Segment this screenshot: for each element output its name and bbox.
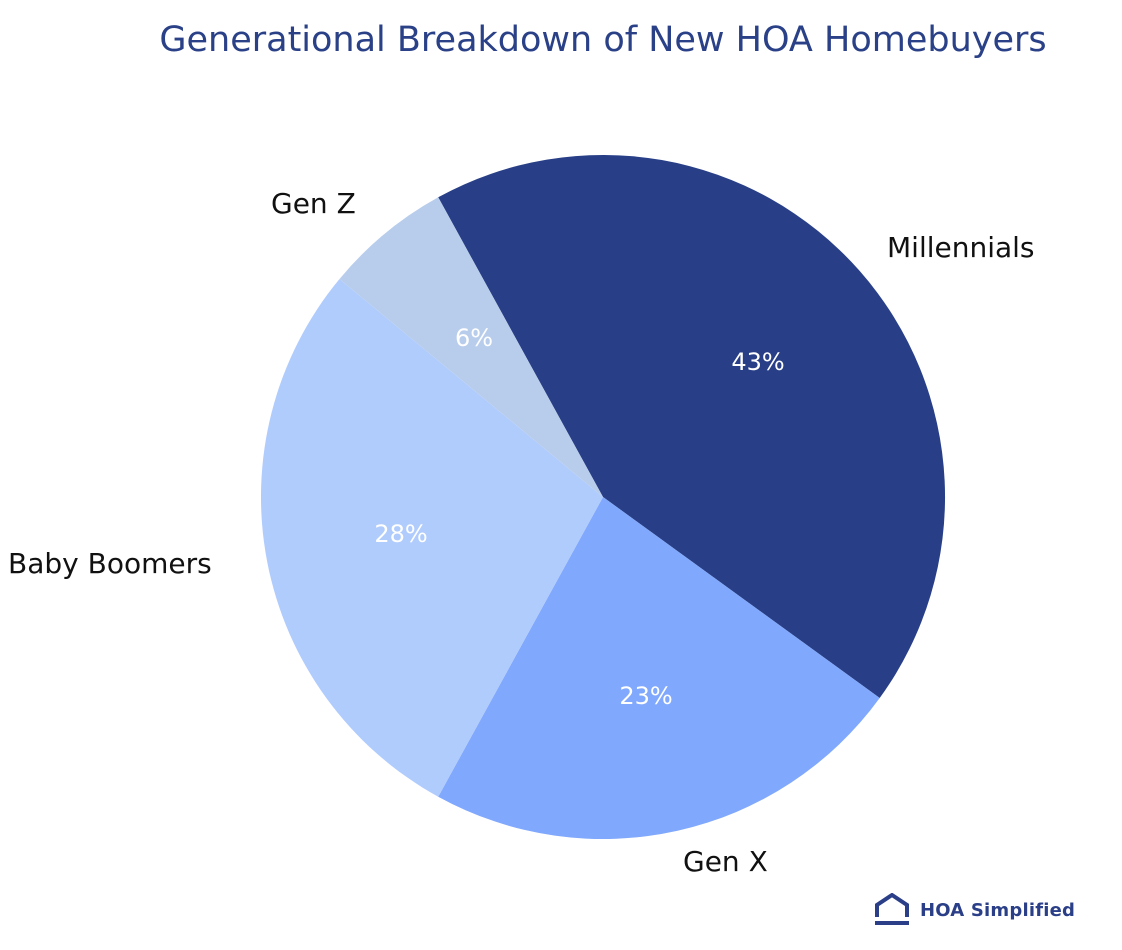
- label-baby-boomers: Baby Boomers: [8, 547, 212, 580]
- pct-gen-z: 6%: [454, 324, 494, 352]
- pct-millennials: 43%: [731, 348, 785, 376]
- label-millennials: Millennials: [887, 231, 1035, 264]
- slice-gen-x: [438, 497, 880, 840]
- label-gen-x: Gen X: [683, 845, 768, 878]
- chart-title: Generational Breakdown of New HOA Homebu…: [159, 20, 1047, 60]
- logo-text: HOA Simplified: [920, 899, 1076, 921]
- slice-millennials: [438, 154, 946, 698]
- slice-gen-z: [339, 197, 603, 498]
- house-icon: [875, 893, 909, 925]
- slice-baby-boomers: [260, 279, 603, 797]
- brand-logo: HOA Simplified: [874, 893, 1075, 927]
- label-gen-z: Gen Z: [271, 187, 356, 220]
- pct-baby-boomers: 28%: [374, 520, 428, 548]
- pct-gen-x: 23%: [619, 682, 673, 710]
